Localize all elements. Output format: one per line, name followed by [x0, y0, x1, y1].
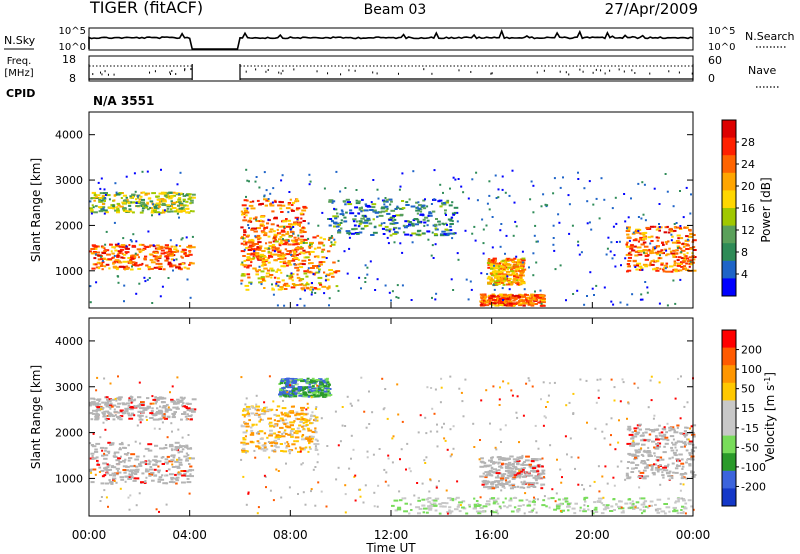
colorbar-swatch	[722, 172, 736, 191]
colorbar-swatch	[722, 400, 736, 419]
power-colorbar: 28 24 20 16 12 8 4	[721, 119, 755, 297]
freq-unit-label: [MHz]	[4, 68, 33, 79]
colorbar-tick-label: 50	[741, 383, 755, 396]
y-tick-label: 1000	[55, 265, 83, 278]
time-x-axis: 00:00 04:00 08:00 12:00 16:00 20:00 00:00	[72, 302, 711, 542]
cpid-value: N/A 3551	[93, 94, 154, 108]
colorbar-swatch	[722, 418, 736, 437]
colorbar-tick-label: -200	[741, 480, 766, 493]
colorbar-tick-label: 100	[741, 363, 762, 376]
colorbar-swatch	[722, 330, 736, 349]
x-tick-label: 12:00	[374, 528, 409, 542]
time-x-axis-label: Time UT	[365, 541, 416, 554]
nsky-tick-top: 10^5	[59, 26, 86, 37]
nave-label: Nave	[748, 64, 776, 77]
nsky-label: N.Sky	[4, 34, 36, 47]
colorbar-tick-label: -50	[741, 441, 759, 454]
colorbar-tick-label: -100	[741, 461, 766, 474]
beam-label: Beam 03	[364, 2, 427, 18]
colorbar-tick-label: 12	[741, 224, 755, 237]
colorbar-swatch	[722, 137, 736, 156]
colorbar-swatch	[722, 347, 736, 366]
freq-nave-traces	[88, 64, 694, 80]
colorbar-tick-label: 24	[741, 158, 755, 171]
x-tick-label: 00:00	[72, 528, 107, 542]
x-tick-label: 20:00	[575, 528, 610, 542]
y-tick-label: 3000	[55, 174, 83, 187]
colorbar-tick-label: 4	[741, 268, 748, 281]
colorbar-tick-label: 200	[741, 344, 762, 357]
freq-tick-bottom: 8	[69, 72, 76, 85]
nsearch-tick-bottom: 10^0	[708, 42, 735, 53]
y-tick-label: 2000	[55, 219, 83, 232]
colorbar-swatch	[722, 260, 736, 279]
colorbar-swatch	[722, 208, 736, 227]
colorbar-swatch	[722, 470, 736, 489]
freq-tick-top: 18	[62, 53, 76, 66]
nsky-trace	[88, 28, 694, 50]
colorbar-swatch	[722, 155, 736, 174]
x-tick-label: 04:00	[172, 528, 207, 542]
colorbar-swatch	[722, 278, 736, 297]
colorbar-tick-label: 20	[741, 180, 755, 193]
colorbar-swatch	[722, 382, 736, 401]
x-tick-label: 08:00	[273, 528, 308, 542]
velocity-colorbar-label: Velocity [m s-1]	[763, 372, 777, 462]
colorbar-swatch	[722, 190, 736, 209]
power-heatmap	[89, 168, 697, 307]
x-tick-label: 16:00	[474, 528, 509, 542]
colorbar-tick-label: 15	[741, 402, 755, 415]
velocity-panel-frame	[88, 317, 694, 517]
colorbar-swatch	[722, 488, 736, 507]
y-tick-label: 3000	[55, 381, 83, 394]
y-tick-label: 2000	[55, 427, 83, 440]
colorbar-swatch	[722, 435, 736, 454]
freq-panel-frame	[88, 55, 694, 82]
cpid-label: CPID	[6, 87, 35, 100]
velocity-y-axis-label: Slant Range [km]	[29, 365, 43, 469]
power-colorbar-label: Power [dB]	[759, 177, 773, 242]
y-tick-label: 1000	[55, 472, 83, 485]
freq-label: Freq.	[7, 56, 32, 67]
nave-tick-top: 60	[708, 54, 722, 67]
nsearch-label: N.Search	[745, 30, 795, 43]
nsky-panel-frame	[88, 27, 694, 51]
power-y-axis: 1000 2000 3000 4000	[55, 129, 693, 278]
colorbar-tick-label: 8	[741, 246, 748, 259]
date-label: 27/Apr/2009	[605, 0, 698, 18]
colorbar-tick-label: -15	[741, 422, 759, 435]
x-tick-label: 00:00	[676, 528, 711, 542]
colorbar-swatch	[722, 225, 736, 244]
colorbar-swatch	[722, 453, 736, 472]
colorbar-swatch	[722, 120, 736, 139]
y-tick-label: 4000	[55, 335, 83, 348]
nsearch-tick-top: 10^5	[708, 26, 735, 37]
velocity-colorbar: 200 100 50 15 -15 -50 -100 -200	[721, 329, 766, 507]
colorbar-swatch	[722, 243, 736, 262]
nave-tick-bottom: 0	[708, 72, 715, 85]
colorbar-tick-label: 16	[741, 202, 755, 215]
station-title: TIGER (fitACF)	[89, 0, 203, 17]
colorbar-swatch	[722, 365, 736, 384]
velocity-y-axis: 1000 2000 3000 4000	[55, 335, 693, 485]
power-y-axis-label: Slant Range [km]	[29, 158, 43, 262]
nsky-tick-bottom: 10^0	[59, 42, 86, 53]
colorbar-frame	[721, 329, 737, 507]
velocity-heatmap	[89, 375, 697, 515]
y-tick-label: 4000	[55, 129, 83, 142]
colorbar-tick-label: 28	[741, 136, 755, 149]
